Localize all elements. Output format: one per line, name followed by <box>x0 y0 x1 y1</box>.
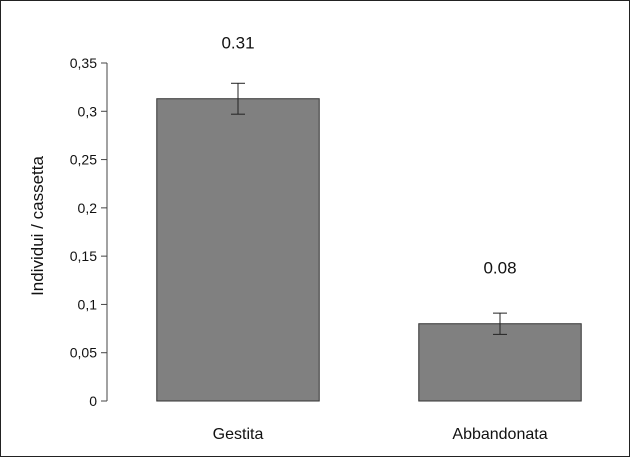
y-tick-label: 0,1 <box>78 296 98 312</box>
y-tick-label: 0,2 <box>78 200 98 216</box>
y-tick-label: 0,15 <box>70 248 97 264</box>
bar-gestita <box>156 98 320 402</box>
data-label-abbandonata: 0.08 <box>483 259 516 278</box>
y-tick-label: 0 <box>89 393 97 409</box>
category-label-abbandonata: Abbandonata <box>452 426 547 443</box>
y-tick-label: 0,35 <box>70 55 97 71</box>
y-tick-label: 0,3 <box>78 103 98 119</box>
error-bar-gestita <box>231 82 245 115</box>
y-tick-label: 0,05 <box>70 345 97 361</box>
bar-abbandonata <box>418 323 582 402</box>
data-label-gestita: 0.31 <box>221 34 254 53</box>
y-axis-title: Individui / cassetta <box>28 156 47 296</box>
y-tick-label: 0,25 <box>70 152 97 168</box>
error-bar-abbandonata <box>493 312 507 335</box>
category-label-gestita: Gestita <box>213 426 264 443</box>
